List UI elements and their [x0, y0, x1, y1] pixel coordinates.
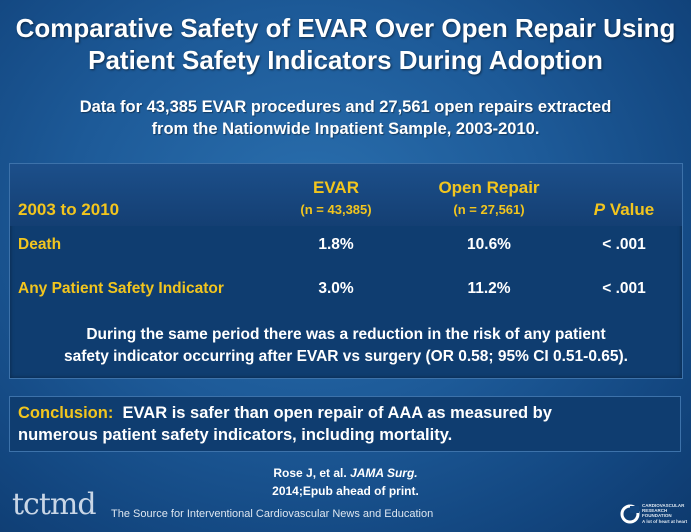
evar-column-header: EVAR: [313, 178, 359, 197]
slide-title-line2: Patient Safety Indicators During Adoptio…: [88, 45, 603, 75]
row-psi-label: Any Patient Safety Indicator: [18, 280, 224, 297]
crf-line2: RESEARCH: [642, 508, 668, 514]
row-death-p: < .001: [602, 236, 646, 253]
pvalue-header-rest: Value: [605, 200, 655, 219]
open-repair-column-header: Open Repair: [438, 178, 540, 197]
slide-subtitle-line2: from the Nationwide Inpatient Sample, 20…: [151, 120, 540, 138]
conclusion-line1: Conclusion: EVAR is safer than open repa…: [18, 402, 672, 424]
conclusion-label: Conclusion:: [18, 404, 114, 422]
citation-detail: 2014;Epub ahead of print.: [272, 484, 419, 498]
period-header: 2003 to 2010: [18, 200, 120, 219]
row-death-evar: 1.8%: [318, 236, 354, 253]
row-death-open: 10.6%: [467, 236, 511, 253]
conclusion-text-1: EVAR is safer than open repair of AAA as…: [113, 404, 552, 422]
evar-column-n: (n = 43,385): [300, 202, 372, 217]
crf-line4: A lot of heart at heart: [642, 518, 688, 524]
crf-line1: CARDIOVASCULAR: [642, 503, 685, 508]
citation-authors: Rose J, et al.: [273, 466, 351, 480]
crf-wordmark: CARDIOVASCULAR RESEARCH FOUNDATION A lot…: [642, 503, 687, 524]
crf-logo: CARDIOVASCULAR RESEARCH FOUNDATION A lot…: [620, 500, 690, 530]
conclusion-box: Conclusion: EVAR is safer than open repa…: [9, 396, 681, 452]
table-header-band: [10, 164, 682, 226]
pvalue-header-p: P: [593, 200, 606, 219]
slide-subtitle-line1: Data for 43,385 EVAR procedures and 27,5…: [79, 98, 612, 116]
table-note-line1: During the same period there was a reduc…: [86, 326, 606, 343]
footer-tagline: The Source for Interventional Cardiovasc…: [111, 508, 434, 520]
conclusion-text-2: numerous patient safety indicators, incl…: [18, 426, 453, 444]
row-psi-evar: 3.0%: [318, 280, 354, 297]
tctmd-logo: tctmd: [12, 487, 97, 522]
crf-line3: FOUNDATION: [642, 513, 672, 519]
row-psi-p: < .001: [602, 280, 646, 297]
results-table: 2003 to 2010 EVAR (n = 43,385) Open Repa…: [9, 163, 683, 379]
row-psi-open: 11.2%: [467, 280, 511, 297]
pvalue-column-header: P Value: [574, 200, 674, 220]
citation: Rose J, et al. JAMA Surg. 2014;Epub ahea…: [0, 464, 691, 500]
citation-journal: JAMA Surg.: [350, 466, 418, 480]
slide-title: Comparative Safety of EVAR Over Open Rep…: [0, 12, 691, 76]
row-death-label: Death: [18, 236, 62, 253]
table-note-line2: safety indicator occurring after EVAR vs…: [64, 348, 628, 365]
crf-heart-icon: [620, 504, 640, 524]
slide-title-line1: Comparative Safety of EVAR Over Open Rep…: [15, 13, 676, 43]
citation-line1: Rose J, et al. JAMA Surg.: [0, 464, 691, 482]
table-note: During the same period there was a reduc…: [10, 324, 682, 368]
open-repair-column-n: (n = 27,561): [453, 202, 525, 217]
slide-subtitle: Data for 43,385 EVAR procedures and 27,5…: [0, 96, 691, 140]
